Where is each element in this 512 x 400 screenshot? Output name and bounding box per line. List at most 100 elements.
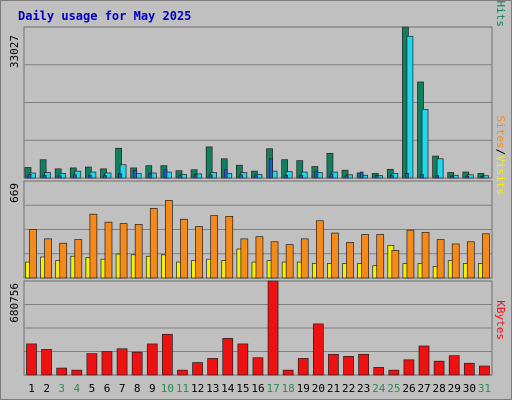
pages-bar-day-14 <box>223 169 228 179</box>
pages-bar-day-1 <box>27 173 32 179</box>
kbytes-bar-day-21 <box>328 353 339 376</box>
sites-bar-day-5 <box>89 213 98 279</box>
top-max-label: 33027 <box>8 35 21 68</box>
day-label-24: 24 <box>372 382 386 395</box>
sites-bar-day-4 <box>74 239 83 279</box>
kbytes-bar-day-4 <box>71 369 83 376</box>
kbytes-bar-day-24 <box>373 367 385 376</box>
day-label-3: 3 <box>58 382 65 395</box>
pages-bar-day-4 <box>72 174 77 179</box>
pages-bar-day-6 <box>103 175 107 179</box>
sites-bar-day-28 <box>436 239 445 279</box>
day-label-27: 27 <box>417 382 430 395</box>
sites-bar-day-26 <box>406 229 415 279</box>
pages-bar-day-25 <box>389 174 394 179</box>
pages-bar-day-5 <box>88 174 92 179</box>
day-label-29: 29 <box>448 382 461 395</box>
kbytes-bar-day-6 <box>101 351 113 376</box>
pages-bar-day-13 <box>208 174 213 179</box>
day-label-25: 25 <box>387 382 400 395</box>
legend-visits: Visits <box>494 155 507 195</box>
kbytes-bar-day-15 <box>237 343 249 376</box>
pages-bar-day-16 <box>254 175 258 179</box>
day-label-18: 18 <box>282 382 295 395</box>
pages-bar-day-10 <box>163 169 168 179</box>
sites-bar-day-8 <box>134 224 143 279</box>
top-legend-separator-3: / <box>494 0 507 1</box>
day-label-8: 8 <box>134 382 141 395</box>
sites-bar-day-11 <box>180 218 188 279</box>
day-label-10: 10 <box>161 382 174 395</box>
sites-bar-day-7 <box>119 223 128 279</box>
middle-legend: Sites/Visits <box>494 116 507 196</box>
bottom-max-label: 680756 <box>8 283 21 323</box>
kbytes-bar-day-2 <box>41 349 52 376</box>
kbytes-bar-day-26 <box>403 359 415 376</box>
pages-bar-day-15 <box>239 174 243 179</box>
files-bar-day-7 <box>119 164 127 179</box>
pages-bar-day-30 <box>465 175 470 179</box>
day-label-30: 30 <box>463 382 476 395</box>
pages-bar-day-29 <box>450 175 455 179</box>
sites-bar-day-18 <box>285 244 294 279</box>
day-label-13: 13 <box>206 382 219 395</box>
sites-bar-day-14 <box>225 216 234 279</box>
sites-bar-day-30 <box>466 241 475 279</box>
middle-legend-separator-1: / <box>494 149 507 156</box>
sites-bar-day-19 <box>300 238 309 279</box>
day-label-22: 22 <box>342 382 355 395</box>
kbytes-bar-day-27 <box>418 345 430 376</box>
pages-bar-day-28 <box>435 175 439 179</box>
sites-bar-day-1 <box>29 229 37 279</box>
kbytes-bar-day-13 <box>207 358 219 376</box>
kbytes-bar-day-16 <box>252 357 264 376</box>
sites-bar-day-31 <box>482 233 490 279</box>
pages-bar-day-11 <box>178 175 183 179</box>
legend-kbytes: KBytes <box>494 300 507 340</box>
kbytes-bar-day-31 <box>479 365 490 376</box>
day-label-31: 31 <box>478 382 491 395</box>
kbytes-bar-day-1 <box>26 343 37 376</box>
kbytes-bar-day-20 <box>312 323 324 376</box>
sites-bar-day-10 <box>165 200 173 279</box>
files-bar-day-18 <box>285 171 293 179</box>
bottom-legend: KBytes <box>494 300 507 340</box>
files-bar-day-26 <box>406 35 414 179</box>
day-label-5: 5 <box>89 382 96 395</box>
axis-labels: 1 2 3 4 5 6 7 8 9 10 11 12 13 14 15 16 17 18 19 20 21 22 23 24 2… <box>8 35 491 395</box>
sites-bar-day-2 <box>44 238 52 279</box>
day-label-14: 14 <box>221 382 235 395</box>
pages-bar-day-31 <box>480 176 485 179</box>
legend-sites: Sites <box>494 116 507 149</box>
kbytes-bar-day-23 <box>358 353 369 376</box>
kbytes-bar-day-11 <box>177 369 188 376</box>
sites-bar-day-12 <box>195 226 203 279</box>
sites-bar-day-15 <box>240 238 249 279</box>
kbytes-bar-day-7 <box>116 348 128 376</box>
pages-bar-day-21 <box>329 173 334 179</box>
day-label-12: 12 <box>191 382 204 395</box>
sites-bar-day-29 <box>451 243 460 279</box>
day-label-2: 2 <box>43 382 50 395</box>
kbytes-bar-day-10 <box>162 333 173 376</box>
day-label-16: 16 <box>251 382 264 395</box>
kbytes-bar-day-17 <box>267 280 279 376</box>
kbytes-bar-day-25 <box>388 369 400 376</box>
day-label-17: 17 <box>266 382 279 395</box>
sites-bar-day-13 <box>210 215 219 279</box>
sites-bar-day-16 <box>255 236 264 279</box>
pages-bar-day-22 <box>344 175 349 179</box>
pages-bar-day-20 <box>314 170 319 179</box>
sites-bar-day-27 <box>421 231 430 279</box>
kbytes-bar-day-19 <box>297 358 309 376</box>
day-label-7: 7 <box>119 382 126 395</box>
sites-bar-day-21 <box>331 232 339 279</box>
files-bar-day-27 <box>421 109 429 179</box>
legend-hits: Hits <box>494 1 507 28</box>
pages-bar-day-19 <box>299 174 304 179</box>
files-bar-day-28 <box>436 158 444 179</box>
pages-bar-day-17 <box>269 158 273 179</box>
pages-bar-day-2 <box>42 174 47 179</box>
